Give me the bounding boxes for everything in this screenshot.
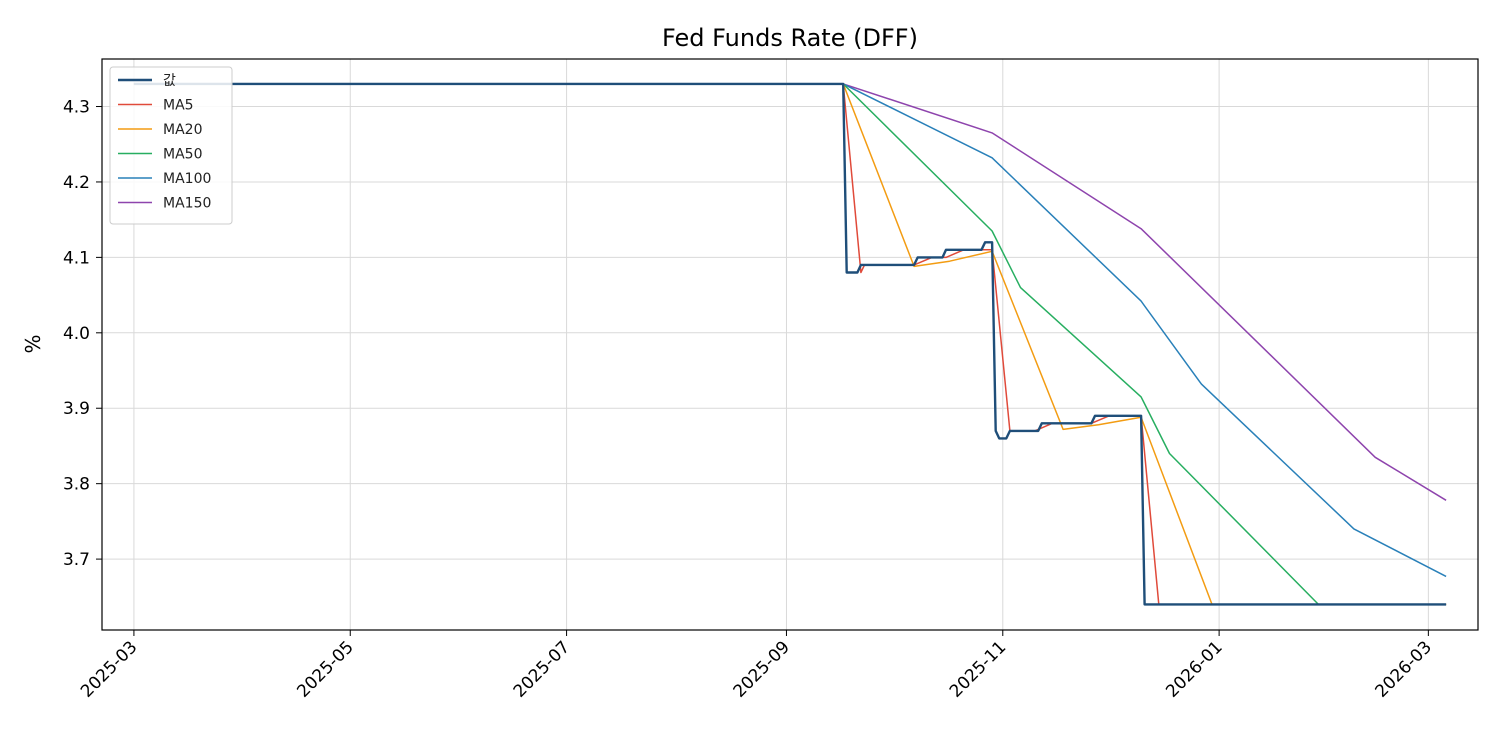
y-tick-label: 3.9 xyxy=(63,399,90,419)
series-layer xyxy=(133,82,1447,606)
legend-label: MA150 xyxy=(163,196,211,212)
legend-box xyxy=(109,66,233,225)
legend: 값 MA5 MA20 MA50 MA100 MA150 xyxy=(109,66,233,225)
y-tick-label: 4.0 xyxy=(63,324,90,344)
y-tick-label: 4.3 xyxy=(63,98,90,118)
chart-title: Fed Funds Rate (DFF) xyxy=(662,24,918,52)
legend-label: MA20 xyxy=(163,122,202,138)
legend-label: MA5 xyxy=(163,98,194,114)
y-tick-label: 3.7 xyxy=(63,550,90,570)
y-tick-label: 3.8 xyxy=(63,475,90,495)
legend-label: 값 xyxy=(163,73,176,89)
y-axis-label: % xyxy=(21,334,45,353)
series-line- xyxy=(133,82,1447,606)
y-tick-label: 4.1 xyxy=(63,248,90,268)
plot-frame xyxy=(101,58,1479,631)
legend-label: MA100 xyxy=(163,171,211,187)
series-line-ma50 xyxy=(133,83,1447,606)
series-line-ma20 xyxy=(133,83,1447,606)
legend-label: MA50 xyxy=(163,147,202,163)
y-tick-label: 4.2 xyxy=(63,173,90,193)
